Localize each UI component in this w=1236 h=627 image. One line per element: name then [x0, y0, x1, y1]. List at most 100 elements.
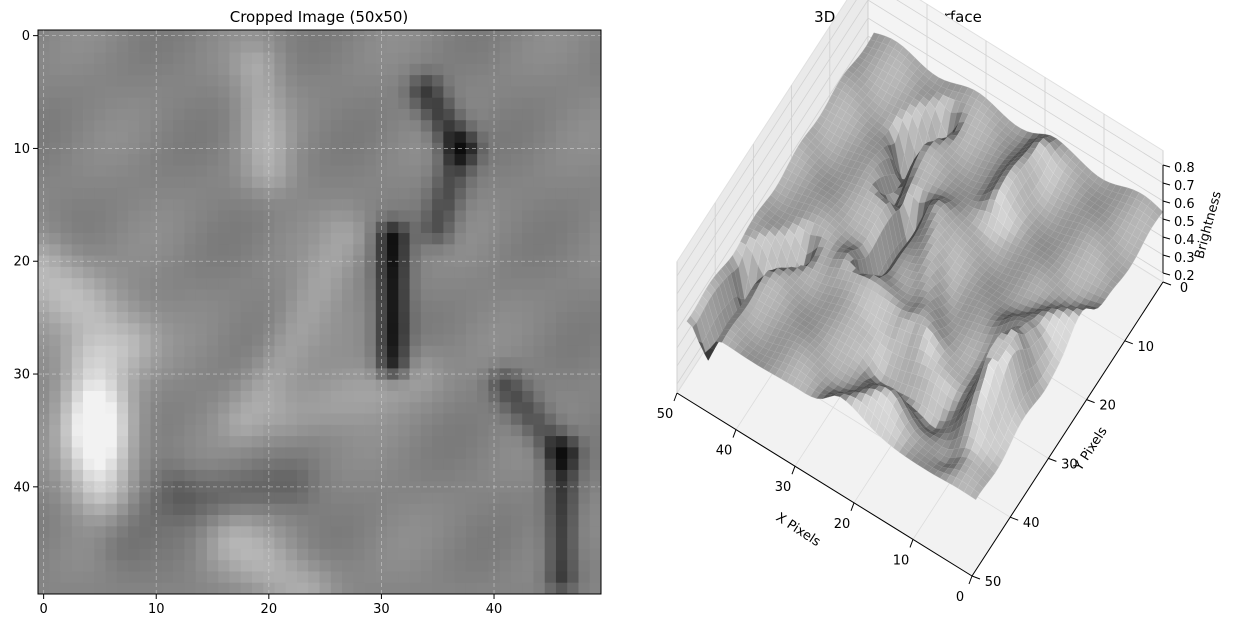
heatmap-cell — [128, 187, 140, 200]
heatmap-cell — [589, 266, 602, 279]
heatmap-cell — [409, 469, 422, 482]
heatmap-cell — [139, 548, 151, 561]
heatmap-cell — [184, 492, 197, 505]
heatmap-cell — [465, 266, 478, 279]
heatmap-cell — [432, 458, 444, 471]
heatmap-cell — [409, 379, 422, 392]
heatmap-cell — [522, 300, 534, 313]
heatmap-cell — [285, 97, 298, 110]
heatmap-cell — [398, 515, 410, 527]
heatmap-cell — [296, 199, 309, 211]
heatmap-cell — [195, 582, 208, 595]
heatmap-cell — [589, 368, 602, 381]
heatmap-cell — [387, 210, 399, 223]
heatmap-cell — [116, 131, 129, 144]
heatmap-cell — [296, 86, 309, 99]
heatmap-cell — [71, 368, 84, 381]
heatmap-cell — [184, 244, 197, 256]
heatmap-cell — [105, 560, 118, 572]
heatmap-cell — [578, 515, 591, 527]
heatmap-cell — [251, 458, 264, 471]
heatmap-cell — [173, 379, 185, 392]
heatmap-cell — [218, 390, 230, 403]
heatmap-cell — [128, 120, 140, 132]
heatmap-cell — [589, 469, 602, 482]
heatmap-cell — [533, 187, 546, 200]
heatmap-cell — [330, 199, 343, 211]
x-tick-mark — [850, 502, 855, 511]
heatmap-cell — [296, 379, 309, 392]
heatmap-cell — [184, 142, 197, 155]
heatmap-cell — [578, 469, 591, 482]
heatmap-cell — [218, 187, 230, 200]
heatmap-cell — [533, 289, 546, 302]
heatmap-cell — [71, 413, 84, 426]
heatmap-cell — [589, 447, 602, 460]
heatmap-cell — [465, 244, 478, 256]
heatmap-cell — [567, 469, 579, 482]
heatmap-cell — [544, 52, 557, 65]
heatmap-cell — [465, 30, 478, 42]
heatmap-cell — [161, 390, 174, 403]
heatmap-cell — [195, 199, 208, 211]
heatmap-cell — [71, 97, 84, 110]
heatmap-cell — [251, 413, 264, 426]
heatmap-cell — [285, 571, 298, 584]
heatmap-cell — [420, 323, 433, 335]
heatmap-cell — [387, 142, 399, 155]
heatmap-cell — [555, 357, 568, 369]
heatmap-cell — [128, 199, 140, 211]
heatmap-cell — [218, 515, 230, 527]
heatmap-cell — [432, 515, 444, 527]
heatmap-cell — [443, 142, 456, 155]
heatmap-cell — [353, 30, 365, 42]
heatmap-cell — [105, 492, 118, 505]
heatmap-cell — [544, 469, 557, 482]
heatmap-cell — [387, 289, 399, 302]
heatmap-cell — [409, 312, 422, 324]
heatmap-cell — [353, 312, 365, 324]
heatmap-cell — [128, 52, 140, 65]
heatmap-cell — [342, 379, 354, 392]
heatmap-cell — [330, 537, 343, 550]
heatmap-cell — [477, 75, 489, 87]
heatmap-cell — [195, 300, 208, 313]
heatmap-cell — [387, 571, 399, 584]
heatmap-cell — [296, 154, 309, 166]
heatmap-cell — [206, 63, 219, 76]
heatmap-cell — [274, 447, 287, 460]
heatmap-cell — [420, 165, 433, 178]
heatmap-cell — [206, 357, 219, 369]
heatmap-cell — [240, 154, 253, 166]
heatmap-cell — [139, 120, 151, 132]
heatmap-cell — [150, 413, 163, 426]
heatmap-cell — [38, 436, 50, 448]
heatmap-cell — [240, 75, 253, 87]
heatmap-cell — [510, 458, 523, 471]
heatmap-cell — [229, 424, 242, 437]
heatmap-cell — [533, 30, 546, 42]
heatmap-cell — [251, 424, 264, 437]
heatmap-cell — [578, 436, 591, 448]
heatmap-cell — [71, 244, 84, 256]
heatmap-cell — [443, 154, 456, 166]
heatmap-cell — [94, 266, 106, 279]
heatmap-cell — [206, 255, 219, 268]
heatmap-cell — [218, 97, 230, 110]
heatmap-cell — [522, 75, 534, 87]
heatmap-cell — [60, 458, 73, 471]
heatmap-cell — [274, 582, 287, 595]
heatmap-cell — [420, 210, 433, 223]
heatmap-cell — [263, 436, 275, 448]
heatmap-cell — [116, 390, 129, 403]
heatmap-cell — [409, 52, 422, 65]
heatmap-cell — [308, 210, 320, 223]
heatmap-cell — [589, 255, 602, 268]
heatmap-cell — [296, 560, 309, 572]
heatmap-cell — [342, 402, 354, 414]
heatmap-cell — [409, 131, 422, 144]
heatmap-cell — [499, 469, 512, 482]
heatmap-cell — [465, 108, 478, 121]
heatmap-cell — [308, 323, 320, 335]
heatmap-cell — [432, 503, 444, 516]
